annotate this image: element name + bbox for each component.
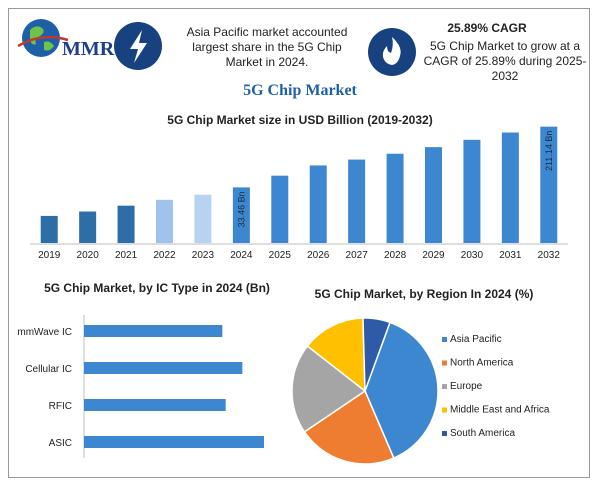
info2-line2: CAGR of 25.89% during 2025- (424, 54, 587, 68)
market-size-tick-2030: 2030 (461, 250, 484, 261)
market-size-data-label-2032: 211.14 Bn (544, 131, 554, 171)
market-size-tick-2028: 2028 (384, 250, 407, 261)
market-size-chart-title: 5G Chip Market size in USD Billion (2019… (167, 113, 432, 127)
market-size-tick-2020: 2020 (77, 250, 100, 261)
market-size-bar-2029 (425, 147, 442, 243)
market-size-tick-2027: 2027 (346, 250, 369, 261)
globe-continents (30, 26, 54, 51)
ic-type-label-rfic: RFIC (49, 401, 72, 412)
market-size-bar-2025 (271, 175, 289, 243)
info2-line3: 2032 (492, 69, 519, 83)
pie-slice-europe (291, 345, 367, 433)
legend-label-europe: Europe (450, 381, 483, 392)
market-size-bar-2019 (40, 215, 58, 243)
market-size-tick-2029: 2029 (422, 250, 445, 261)
ic-type-bar-asic (84, 436, 264, 448)
info2-line1: 5G Chip Market to grow at a (430, 39, 580, 53)
market-size-bars: 33.46 Bn 211.14 Bn (40, 126, 558, 243)
pie-slice-middle-east-and-africa (306, 317, 366, 393)
ic-type-chart-title: 5G Chip Market, by IC Type in 2024 (Bn) (44, 281, 270, 295)
infographic-frame (8, 8, 590, 478)
info1-line2: largest share in the 5G Chip (192, 40, 342, 54)
legend-swatch-north-america (442, 360, 447, 366)
region-chart-title: 5G Chip Market, by Region In 2024 (%) (315, 287, 534, 301)
pie-slice-south-america (362, 317, 391, 392)
market-size-tick-2023: 2023 (192, 250, 215, 261)
ic-type-bars: mmWave IC Cellular IC RFIC ASIC (17, 325, 264, 449)
ic-type-bar-cellular-ic (84, 362, 243, 374)
flame-icon (382, 37, 401, 65)
legend-label-asia-pacific: Asia Pacific (450, 334, 502, 345)
market-size-tick-2021: 2021 (115, 250, 138, 261)
region-pie (291, 317, 439, 465)
ic-type-label-mmwave-ic: mmWave IC (17, 327, 72, 338)
mmr-logo: MMR (17, 19, 115, 60)
legend-label-middle-east-and-africa: Middle East and Africa (450, 405, 550, 416)
info-card-2: 25.89% CAGR 5G Chip Market to grow at a … (368, 21, 586, 83)
legend-swatch-asia-pacific (442, 337, 447, 342)
market-size-tick-labels: 2019 2020 2021 2022 2023 2024 2025 2026 2027 2028… (38, 250, 560, 261)
market-size-bar-2024 (232, 187, 250, 243)
region-legend: Asia Pacific North America Europe Middle Ea… (442, 334, 550, 439)
legend-swatch-middle-east-and-africa (442, 407, 447, 413)
ic-type-bar-mmwave-ic (84, 325, 223, 337)
pie-slice-asia-pacific (364, 321, 439, 460)
legend-label-south-america: South America (450, 428, 515, 439)
legend-label-north-america: North America (450, 358, 514, 369)
market-size-bar-2028 (386, 153, 404, 243)
market-size-bar-2027 (348, 159, 366, 243)
market-size-tick-2019: 2019 (38, 250, 61, 261)
market-size-bar-2022 (156, 199, 173, 243)
market-size-bar-2031 (501, 132, 519, 243)
logo-swoosh (17, 35, 69, 48)
market-size-bar-2030 (463, 139, 481, 243)
lightning-icon (130, 30, 147, 63)
info-card-1: Asia Pacific market accounted largest sh… (114, 22, 347, 70)
market-size-data-label-2024: 33.46 Bn (236, 191, 246, 227)
market-size-tick-2026: 2026 (307, 250, 330, 261)
legend-swatch-europe (442, 384, 447, 389)
market-size-bar-2021 (117, 205, 135, 243)
market-size-tick-2031: 2031 (499, 250, 522, 261)
pie-slice-north-america (303, 389, 395, 465)
info1-line1: Asia Pacific market accounted (187, 25, 348, 39)
info1-line3: Market in 2024. (226, 55, 309, 69)
market-size-tick-2022: 2022 (153, 250, 176, 261)
ic-type-bar-rfic (84, 399, 226, 411)
info2-title: 25.89% CAGR (447, 21, 527, 35)
market-size-bar-2023 (194, 194, 212, 243)
ic-type-label-cellular-ic: Cellular IC (25, 364, 72, 375)
market-size-tick-2025: 2025 (269, 250, 292, 261)
market-size-bar-2020 (79, 211, 97, 243)
logo-text: MMR (62, 38, 115, 60)
market-size-bar-2032 (540, 126, 558, 243)
legend-swatch-south-america (442, 431, 447, 436)
main-title: 5G Chip Market (243, 82, 357, 99)
market-size-tick-2032: 2032 (538, 250, 561, 261)
ic-type-label-asic: ASIC (49, 438, 72, 449)
market-size-bar-2026 (309, 165, 327, 243)
market-size-tick-2024: 2024 (230, 250, 253, 261)
